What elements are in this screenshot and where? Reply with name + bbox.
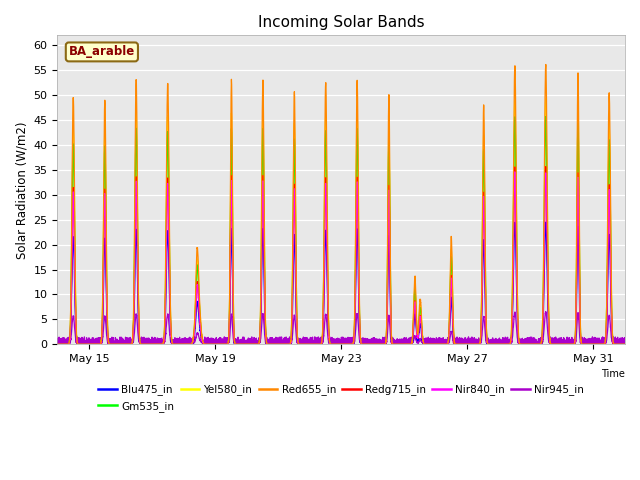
Nir945_in bbox=[54, 341, 61, 347]
Redg715_in bbox=[54, 341, 61, 347]
Blu475_in bbox=[615, 341, 623, 347]
Nir945_in bbox=[615, 339, 623, 345]
Line: Redg715_in: Redg715_in bbox=[58, 167, 625, 344]
Gm535_in bbox=[621, 341, 629, 347]
Blu475_in bbox=[159, 341, 166, 347]
Yel580_in bbox=[244, 341, 252, 347]
Red655_in bbox=[155, 341, 163, 347]
Red655_in bbox=[77, 341, 84, 347]
Blu475_in bbox=[542, 219, 550, 225]
Red655_in bbox=[54, 341, 61, 347]
Red655_in bbox=[615, 341, 623, 347]
Line: Nir840_in: Nir840_in bbox=[58, 172, 625, 344]
Yel580_in bbox=[155, 341, 163, 347]
Gm535_in bbox=[54, 341, 61, 347]
Redg715_in bbox=[542, 164, 550, 169]
Blu475_in bbox=[244, 341, 252, 347]
Title: Incoming Solar Bands: Incoming Solar Bands bbox=[258, 15, 424, 30]
Nir945_in bbox=[542, 309, 550, 315]
Redg715_in bbox=[155, 341, 163, 347]
Nir945_in bbox=[77, 341, 84, 347]
Y-axis label: Solar Radiation (W/m2): Solar Radiation (W/m2) bbox=[15, 121, 28, 259]
Line: Yel580_in: Yel580_in bbox=[58, 99, 625, 344]
Nir945_in bbox=[621, 340, 629, 346]
Nir840_in bbox=[615, 341, 623, 347]
Red655_in bbox=[159, 341, 166, 347]
Yel580_in bbox=[621, 341, 629, 347]
Nir840_in bbox=[159, 341, 166, 347]
Line: Red655_in: Red655_in bbox=[58, 64, 625, 344]
Line: Gm535_in: Gm535_in bbox=[58, 117, 625, 344]
Redg715_in bbox=[621, 341, 629, 347]
Yel580_in bbox=[159, 341, 166, 347]
Gm535_in bbox=[244, 341, 252, 347]
Yel580_in bbox=[615, 341, 623, 347]
Gm535_in bbox=[159, 341, 166, 347]
Blu475_in bbox=[155, 341, 163, 347]
Text: BA_arable: BA_arable bbox=[68, 46, 135, 59]
Redg715_in bbox=[615, 341, 623, 347]
Yel580_in bbox=[391, 341, 399, 347]
Gm535_in bbox=[542, 114, 550, 120]
Red655_in bbox=[244, 341, 252, 347]
Nir840_in bbox=[244, 341, 252, 347]
Text: Time: Time bbox=[601, 369, 625, 379]
Nir840_in bbox=[77, 341, 84, 347]
Nir840_in bbox=[391, 341, 399, 347]
Legend: Blu475_in, Gm535_in, Yel580_in, Red655_in, Redg715_in, Nir840_in, Nir945_in: Blu475_in, Gm535_in, Yel580_in, Red655_i… bbox=[94, 380, 588, 416]
Nir945_in bbox=[159, 336, 166, 342]
Gm535_in bbox=[155, 341, 163, 347]
Blu475_in bbox=[621, 341, 629, 347]
Nir840_in bbox=[511, 169, 518, 175]
Red655_in bbox=[621, 341, 629, 347]
Redg715_in bbox=[77, 341, 84, 347]
Blu475_in bbox=[391, 341, 399, 347]
Nir945_in bbox=[155, 336, 163, 342]
Redg715_in bbox=[244, 341, 252, 347]
Redg715_in bbox=[391, 341, 399, 347]
Blu475_in bbox=[54, 341, 61, 347]
Nir840_in bbox=[54, 341, 61, 347]
Red655_in bbox=[542, 61, 550, 67]
Nir945_in bbox=[391, 341, 399, 347]
Blu475_in bbox=[77, 341, 84, 347]
Yel580_in bbox=[54, 341, 61, 347]
Nir840_in bbox=[155, 341, 163, 347]
Gm535_in bbox=[391, 341, 399, 347]
Gm535_in bbox=[615, 341, 623, 347]
Gm535_in bbox=[77, 341, 84, 347]
Yel580_in bbox=[77, 341, 84, 347]
Line: Blu475_in: Blu475_in bbox=[58, 222, 625, 344]
Yel580_in bbox=[542, 96, 550, 102]
Red655_in bbox=[391, 341, 399, 347]
Nir945_in bbox=[244, 341, 252, 347]
Line: Nir945_in: Nir945_in bbox=[58, 312, 625, 344]
Redg715_in bbox=[159, 341, 166, 347]
Nir840_in bbox=[621, 341, 629, 347]
